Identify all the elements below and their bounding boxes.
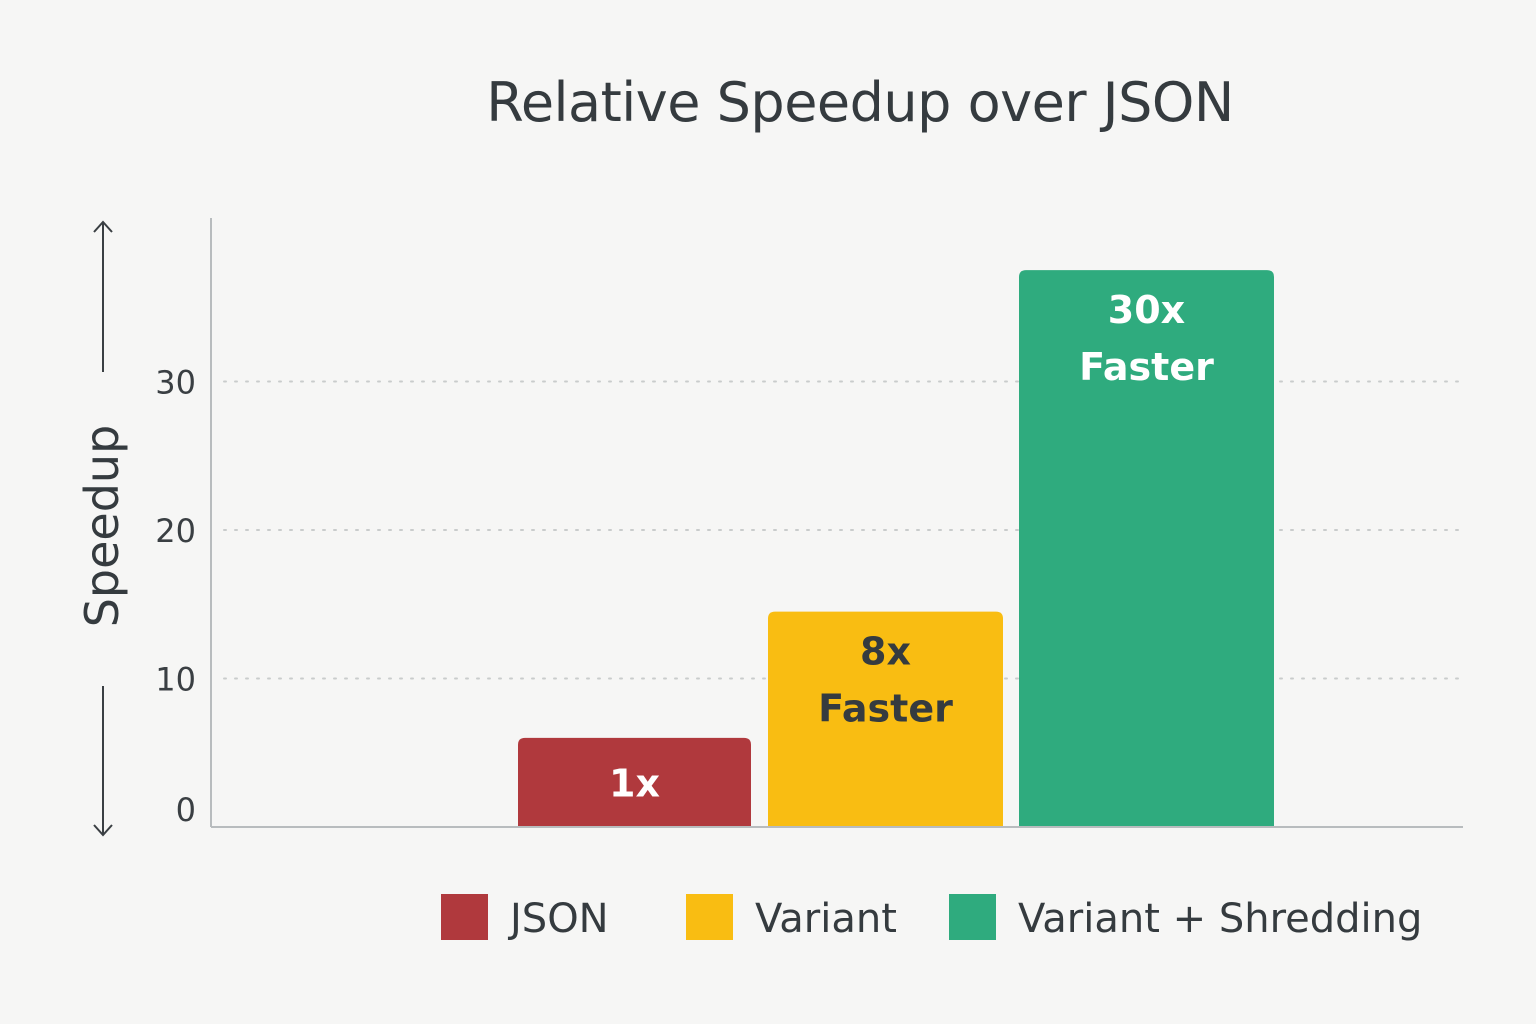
bar-data-label-2-1: Faster <box>1079 345 1214 389</box>
bar-2 <box>1019 270 1274 827</box>
y-tick-labels: 0 10 20 30 <box>155 364 196 830</box>
y-axis-up-arrowhead-icon <box>93 220 113 233</box>
chart-title: Relative Speedup over JSON <box>486 71 1234 134</box>
bar-data-label-1-0: 8x <box>860 630 911 674</box>
legend-label-1: Variant <box>755 896 897 942</box>
bar-1 <box>768 611 1003 827</box>
legend-label-2: Variant + Shredding <box>1018 896 1422 942</box>
y-tick-label-20: 20 <box>155 512 196 550</box>
y-tick-label-30: 30 <box>155 364 196 402</box>
y-axis-label: Speedup <box>75 425 129 628</box>
bar-data-label-2-0: 30x <box>1108 288 1185 332</box>
legend: JSON Variant Variant + Shredding <box>441 894 1422 942</box>
legend-label-0: JSON <box>507 896 609 942</box>
bar-0 <box>518 737 751 827</box>
y-tick-label-0: 0 <box>176 791 196 829</box>
y-tick-label-10: 10 <box>155 661 196 699</box>
legend-swatch-1 <box>686 894 733 940</box>
bars: 1x 8x Faster 30x Faster <box>518 270 1274 827</box>
bar-data-label-1-1: Faster <box>818 687 953 731</box>
legend-swatch-2 <box>949 894 996 940</box>
y-axis-label-group: Speedup <box>75 220 129 837</box>
bar-data-label-0-0: 1x <box>609 761 660 805</box>
y-axis-down-arrowhead-icon <box>93 824 113 837</box>
legend-swatch-0 <box>441 894 488 940</box>
